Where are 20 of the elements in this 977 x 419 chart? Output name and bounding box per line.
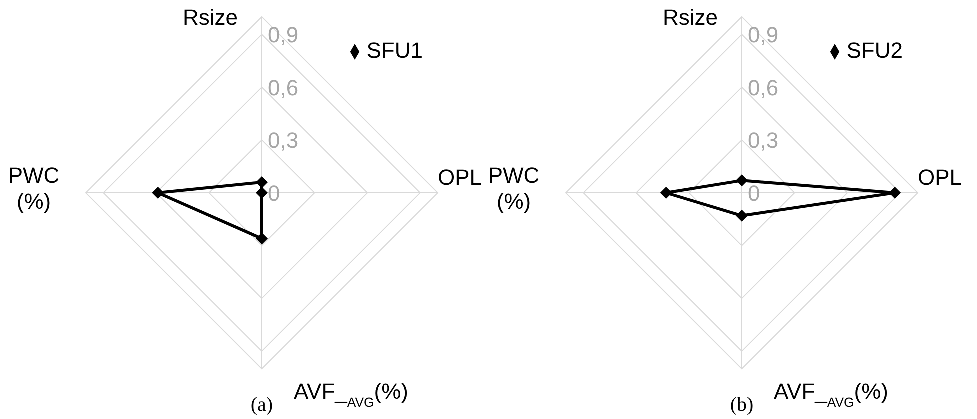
y-tick-label: 0,3 xyxy=(748,128,779,154)
spoke-label: AVF_$_{AVG}$(%) xyxy=(294,379,408,410)
y-tick-label: 0,3 xyxy=(268,128,299,154)
spoke-label: PWC (%) xyxy=(8,163,60,214)
spoke-label: OPL xyxy=(438,165,482,190)
text: (b) xyxy=(730,394,754,416)
spoke-label: PWC (%) xyxy=(488,163,540,214)
spoke-label: AVF_$_{AVG}$(%) xyxy=(774,379,888,410)
legend-label: SFU2 xyxy=(846,38,903,63)
legend-label: SFU1 xyxy=(366,38,423,63)
y-tick-label: 0,6 xyxy=(748,75,779,100)
text: (a) xyxy=(250,394,274,416)
spoke-label: Rsize xyxy=(182,5,238,30)
y-tick-label: 0,9 xyxy=(748,22,779,48)
spoke-label: OPL xyxy=(918,165,962,190)
y-tick-label: 0 xyxy=(748,181,760,206)
spoke-label: Rsize xyxy=(662,5,718,30)
y-tick-label: 0,9 xyxy=(268,22,299,48)
y-tick-label: 0 xyxy=(268,181,280,206)
y-tick-label: 0,6 xyxy=(268,75,299,100)
